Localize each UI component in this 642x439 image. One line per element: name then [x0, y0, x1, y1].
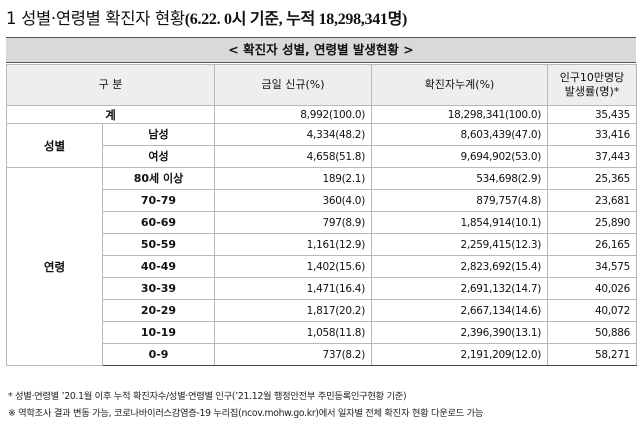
row-today: 1,161(12.9) [214, 233, 372, 256]
row-rate: 23,681 [547, 189, 637, 212]
header-today: 금일 신규(%) [214, 64, 372, 106]
row-label: 여성 [102, 145, 215, 168]
row-today: 360(4.0) [214, 189, 372, 212]
header-cumulative: 확진자누계(%) [371, 64, 548, 106]
row-today: 1,471(16.4) [214, 277, 372, 300]
row-today: 189(2.1) [214, 167, 372, 190]
total-today: 8,992(100.0) [214, 105, 372, 124]
row-cumulative: 2,823,692(15.4) [371, 255, 548, 278]
confirmed-cases-table: 구 분 금일 신규(%) 확진자누계(%) 인구10만명당 발생률(명)* 계 … [6, 64, 637, 366]
table-row: 60-69 797(8.9) 1,854,914(10.1) 25,890 [7, 211, 637, 234]
row-today: 4,334(48.2) [214, 123, 372, 146]
table-row: 30-39 1,471(16.4) 2,691,132(14.7) 40,026 [7, 277, 637, 300]
row-today: 737(8.2) [214, 343, 372, 366]
table-row: 연령 80세 이상 189(2.1) 534,698(2.9) 25,365 [6, 167, 637, 366]
table-row: 40-49 1,402(15.6) 2,823,692(15.4) 34,575 [7, 255, 637, 278]
table-row-total: 계 8,992(100.0) 18,298,341(100.0) 35,435 [6, 105, 637, 124]
table-row: 20-29 1,817(20.2) 2,667,134(14.6) 40,072 [7, 299, 637, 322]
header-rate: 인구10만명당 발생률(명)* [547, 64, 637, 106]
row-rate: 34,575 [547, 255, 637, 278]
row-today: 1,817(20.2) [214, 299, 372, 322]
table-row: 50-59 1,161(12.9) 2,259,415(12.3) 26,165 [7, 233, 637, 256]
row-cumulative: 534,698(2.9) [371, 167, 548, 190]
row-rate: 58,271 [547, 343, 637, 366]
row-rate: 33,416 [547, 123, 637, 146]
row-cumulative: 2,691,132(14.7) [371, 277, 548, 300]
row-cumulative: 9,694,902(53.0) [371, 145, 548, 168]
table-caption: < 확진자 성별, 연령별 발생현황 > [6, 37, 636, 63]
row-cumulative: 8,603,439(47.0) [371, 123, 548, 146]
row-rate: 26,165 [547, 233, 637, 256]
total-rate: 35,435 [547, 105, 637, 124]
row-cumulative: 1,854,914(10.1) [371, 211, 548, 234]
row-cumulative: 2,667,134(14.6) [371, 299, 548, 322]
row-cumulative: 879,757(4.8) [371, 189, 548, 212]
title-subtitle: (6.22. 0시 기준, 누적 18,298,341명) [184, 11, 408, 28]
row-label: 30-39 [102, 277, 215, 300]
sex-group-label: 성별 [6, 123, 103, 168]
row-label: 50-59 [102, 233, 215, 256]
footnote: ※ 역학조사 결과 변동 가능, 코로나바이러스감염증-19 누리집(ncov.… [8, 408, 484, 419]
header-group: 구 분 [6, 64, 215, 106]
age-group-label: 연령 [6, 167, 103, 366]
row-label: 70-79 [102, 189, 215, 212]
row-label: 10-19 [102, 321, 215, 344]
row-rate: 50,886 [547, 321, 637, 344]
footnote: * 성별·연령별 ’20.1월 이후 누적 확진자수/성별·연령별 인구(’21… [8, 391, 407, 402]
footnotes: * 성별·연령별 ’20.1월 이후 누적 확진자수/성별·연령별 인구(’21… [8, 388, 638, 422]
row-today: 797(8.9) [214, 211, 372, 234]
row-cumulative: 2,191,209(12.0) [371, 343, 548, 366]
row-rate: 40,072 [547, 299, 637, 322]
row-rate: 40,026 [547, 277, 637, 300]
row-label: 20-29 [102, 299, 215, 322]
table-row: 성별 남성 4,334(48.2) 8,603,439(47.0) 33,416 [6, 123, 637, 168]
row-today: 1,058(11.8) [214, 321, 372, 344]
row-rate: 37,443 [547, 145, 637, 168]
table-row: 0-9 737(8.2) 2,191,209(12.0) 58,271 [7, 343, 637, 366]
row-today: 1,402(15.6) [214, 255, 372, 278]
total-label: 계 [6, 105, 215, 124]
table-header-row: 구 분 금일 신규(%) 확진자누계(%) 인구10만명당 발생률(명)* [6, 64, 637, 106]
title-main: 1 성별·연령별 확진자 현황 [6, 9, 185, 28]
row-label: 40-49 [102, 255, 215, 278]
row-cumulative: 2,259,415(12.3) [371, 233, 548, 256]
row-label: 남성 [102, 123, 215, 146]
row-label: 80세 이상 [102, 167, 215, 190]
row-label: 60-69 [102, 211, 215, 234]
row-label: 0-9 [102, 343, 215, 366]
row-cumulative: 2,396,390(13.1) [371, 321, 548, 344]
row-rate: 25,365 [547, 167, 637, 190]
row-rate: 25,890 [547, 211, 637, 234]
page-title: 1 성별·연령별 확진자 현황(6.22. 0시 기준, 누적 18,298,3… [6, 6, 638, 32]
row-today: 4,658(51.8) [214, 145, 372, 168]
total-cumulative: 18,298,341(100.0) [371, 105, 548, 124]
